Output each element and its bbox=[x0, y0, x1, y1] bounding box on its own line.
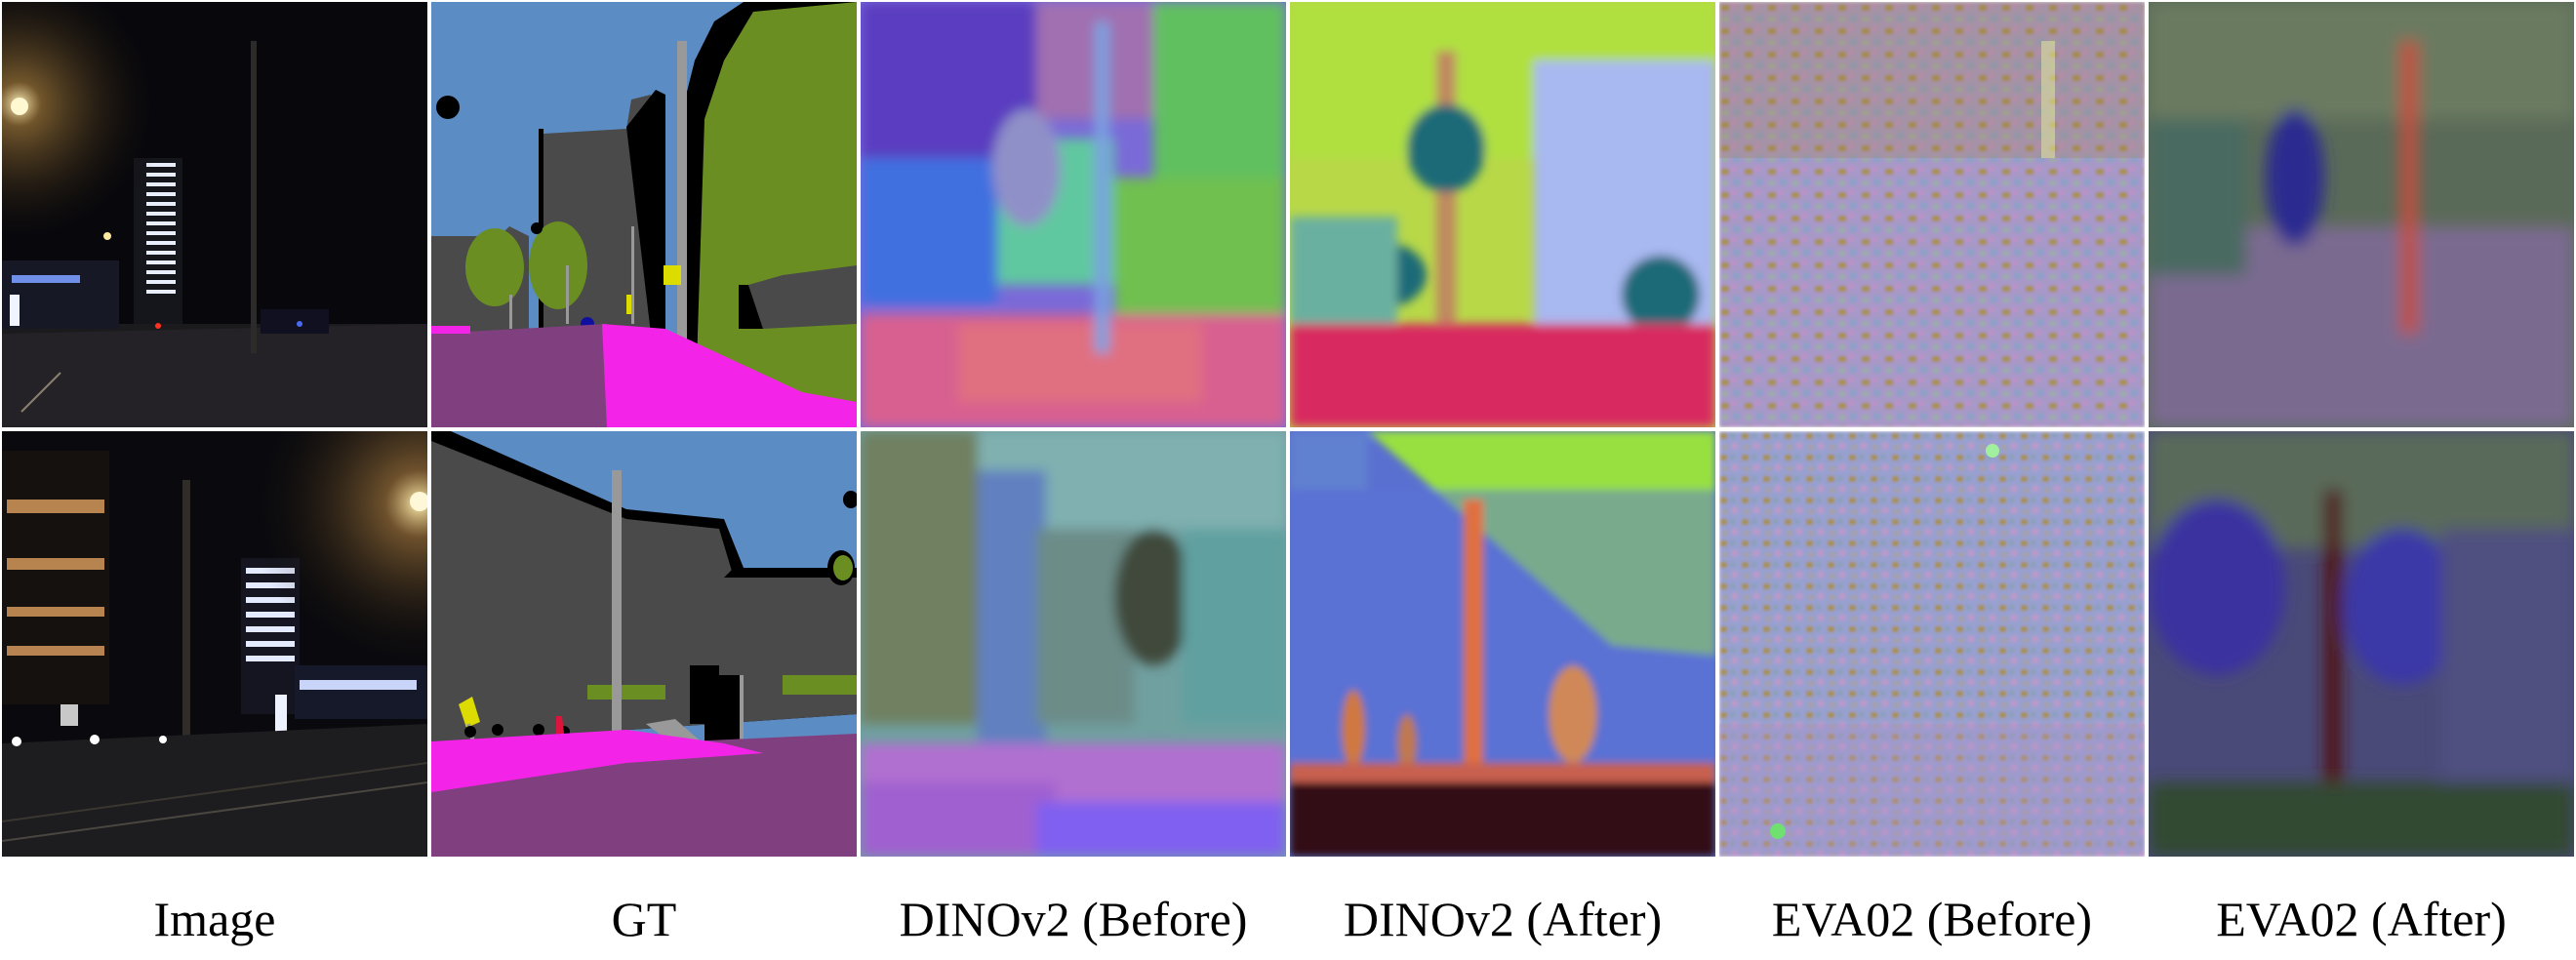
row1-dinov2-before bbox=[861, 2, 1286, 427]
caption-eva02-before: EVA02 (Before) bbox=[1771, 892, 2093, 946]
caption-image: Image bbox=[153, 892, 276, 946]
row1-image bbox=[2, 2, 427, 427]
ground-truth-segmentation-1 bbox=[431, 2, 857, 427]
feature-map-dinov2-before-1 bbox=[861, 2, 1286, 427]
feature-map-eva02-before-1 bbox=[1719, 2, 2145, 427]
row1-gt bbox=[431, 2, 857, 427]
row2-eva02-after bbox=[2149, 431, 2574, 857]
row1-eva02-after bbox=[2149, 2, 2574, 427]
feature-map-dinov2-after-2 bbox=[1290, 431, 1715, 857]
row1-eva02-before bbox=[1719, 2, 2145, 427]
ground-truth-segmentation-2 bbox=[431, 431, 857, 857]
caption-gt: GT bbox=[611, 892, 677, 946]
night-street-photo-2 bbox=[2, 431, 427, 857]
row2-eva02-before bbox=[1719, 431, 2145, 857]
caption-dinov2-after: DINOv2 (After) bbox=[1343, 892, 1663, 946]
feature-map-eva02-before-2 bbox=[1719, 431, 2145, 857]
row2-image bbox=[2, 431, 427, 857]
row2-dinov2-before bbox=[861, 431, 1286, 857]
feature-map-dinov2-after-1 bbox=[1290, 2, 1715, 427]
row2-dinov2-after bbox=[1290, 431, 1715, 857]
feature-map-eva02-after-1 bbox=[2149, 2, 2574, 427]
caption-eva02-after: EVA02 (After) bbox=[2216, 892, 2507, 946]
caption-row: Image GT DINOv2 (Before) DINOv2 (After) … bbox=[0, 878, 2576, 960]
caption-dinov2-before: DINOv2 (Before) bbox=[899, 892, 1248, 946]
row2-gt bbox=[431, 431, 857, 857]
night-street-photo-1 bbox=[2, 2, 427, 427]
feature-map-dinov2-before-2 bbox=[861, 431, 1286, 857]
feature-map-eva02-after-2 bbox=[2149, 431, 2574, 857]
row1-dinov2-after bbox=[1290, 2, 1715, 427]
figure-grid bbox=[2, 2, 2574, 857]
